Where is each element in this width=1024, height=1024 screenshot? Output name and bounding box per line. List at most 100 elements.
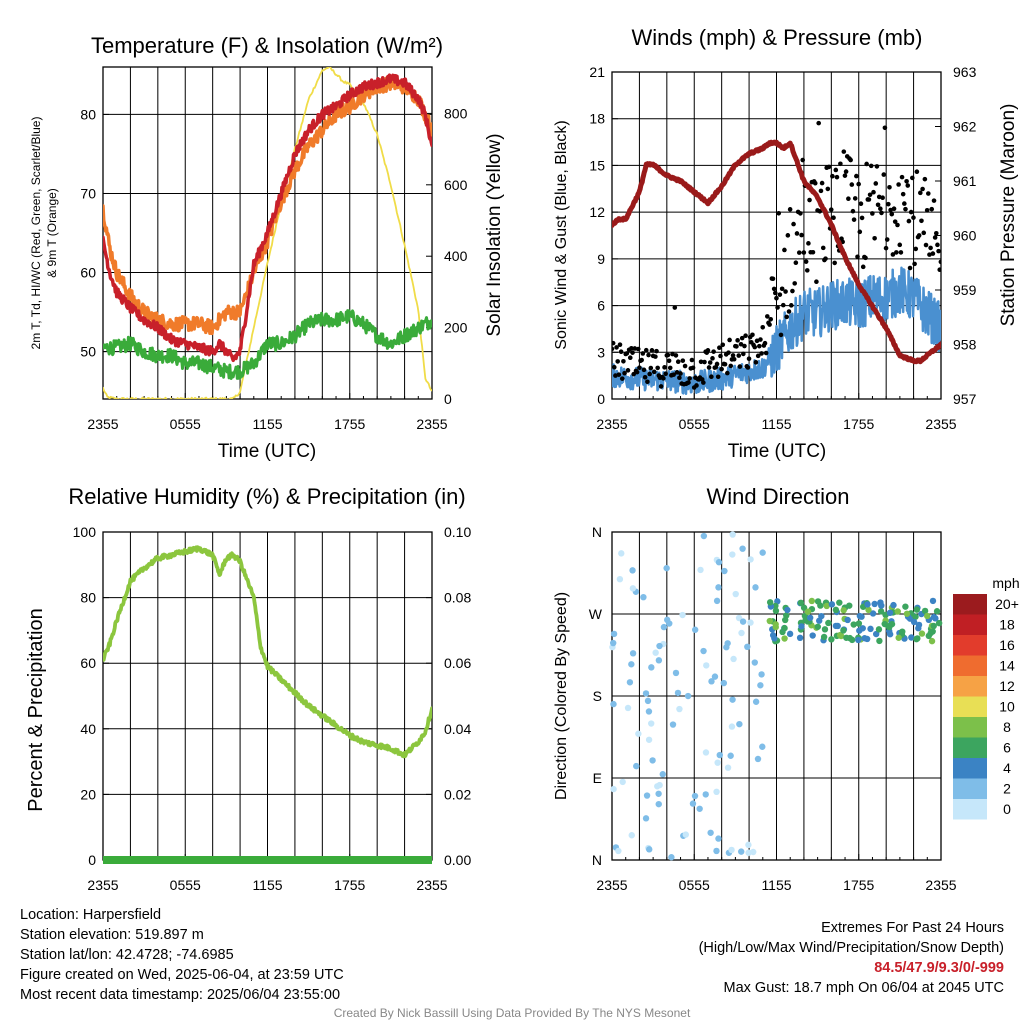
x-tick-label: 1155 bbox=[761, 877, 791, 893]
gust-point bbox=[727, 337, 732, 343]
colorbar-swatch bbox=[953, 799, 987, 820]
gust-point bbox=[843, 169, 849, 174]
gust-point bbox=[707, 360, 713, 365]
direction-point bbox=[832, 606, 840, 614]
gust-point bbox=[849, 182, 855, 187]
direction-point bbox=[715, 584, 722, 591]
gust-point bbox=[879, 210, 884, 216]
colorbar-label: 4 bbox=[1003, 760, 1011, 776]
gust-point bbox=[860, 264, 866, 270]
y2-tick-label: 963 bbox=[953, 64, 977, 80]
colorbar-swatch bbox=[953, 778, 987, 799]
direction-point bbox=[809, 632, 816, 639]
gust-point bbox=[803, 259, 809, 264]
gust-point bbox=[641, 367, 647, 373]
gust-point bbox=[898, 250, 904, 255]
y2-tick-label: 0.08 bbox=[444, 590, 471, 606]
gust-point bbox=[739, 335, 745, 341]
gust-point bbox=[785, 233, 791, 238]
gust-point bbox=[895, 222, 900, 228]
direction-point bbox=[798, 623, 805, 630]
gust-point bbox=[706, 365, 712, 370]
direction-point bbox=[745, 841, 752, 849]
gust-point bbox=[806, 241, 811, 246]
gust-point bbox=[647, 371, 652, 377]
gust-point bbox=[880, 195, 885, 200]
direction-point bbox=[804, 608, 812, 615]
direction-point bbox=[664, 616, 671, 624]
direction-point bbox=[886, 623, 893, 631]
direction-point bbox=[691, 792, 699, 800]
gust-point bbox=[820, 245, 826, 251]
gust-point bbox=[800, 157, 805, 163]
gust-point bbox=[924, 207, 930, 213]
direction-point bbox=[713, 847, 720, 855]
colorbar-label: 12 bbox=[999, 678, 1015, 694]
gust-point bbox=[883, 245, 889, 251]
y-tick-label: 0 bbox=[597, 391, 605, 407]
direction-point bbox=[739, 545, 746, 552]
gust-point bbox=[887, 184, 892, 190]
direction-point bbox=[930, 613, 938, 621]
x-axis-label: Time (UTC) bbox=[728, 441, 827, 462]
direction-point bbox=[908, 634, 915, 641]
x-tick-label: 1155 bbox=[761, 416, 791, 432]
y-tick-label: 3 bbox=[597, 344, 605, 360]
direction-point bbox=[823, 602, 830, 610]
direction-point bbox=[875, 626, 883, 633]
extremes-info: Extremes For Past 24 Hours (High/Low/Max… bbox=[699, 918, 1004, 998]
direction-point bbox=[610, 785, 617, 793]
series-dewpoint bbox=[103, 309, 432, 380]
y-tick-label: 12 bbox=[589, 204, 605, 220]
x-tick-label: 0555 bbox=[170, 877, 201, 893]
gust-point bbox=[858, 201, 864, 206]
direction-point bbox=[895, 634, 902, 641]
gust-point bbox=[640, 351, 646, 356]
direction-point bbox=[855, 636, 862, 644]
colorbar-swatch bbox=[953, 676, 987, 697]
gust-point bbox=[867, 192, 873, 198]
panel-title: Wind Direction bbox=[706, 484, 849, 509]
y-tick-label: 40 bbox=[80, 721, 96, 737]
gust-point bbox=[913, 246, 919, 252]
y-axis-label-left: Sonic Wind & Gust (Blue, Black) bbox=[553, 120, 570, 349]
gust-point bbox=[658, 384, 664, 389]
direction-point bbox=[640, 593, 647, 601]
direction-point bbox=[676, 705, 683, 713]
gust-point bbox=[612, 364, 617, 370]
gust-point bbox=[690, 365, 696, 371]
direction-point bbox=[732, 590, 739, 598]
direction-point bbox=[814, 623, 822, 630]
y-axis-label-right: Station Pressure (Maroon) bbox=[998, 104, 1019, 327]
gust-point bbox=[760, 324, 766, 330]
gust-point bbox=[830, 173, 835, 179]
gust-point bbox=[645, 379, 650, 385]
gust-point bbox=[762, 340, 768, 346]
gust-point bbox=[876, 194, 882, 200]
gust-point bbox=[896, 182, 901, 187]
gust-point bbox=[617, 342, 623, 347]
direction-point bbox=[869, 610, 877, 617]
direction-point bbox=[872, 630, 880, 638]
direction-point bbox=[850, 621, 857, 628]
direction-point bbox=[669, 721, 677, 728]
gust-point bbox=[791, 221, 796, 227]
gust-point bbox=[810, 249, 816, 255]
direction-point bbox=[674, 689, 682, 697]
gust-point bbox=[833, 167, 839, 173]
gust-point bbox=[782, 247, 787, 253]
gust-point bbox=[779, 286, 785, 292]
direction-point bbox=[836, 631, 844, 639]
y-tick-label: 80 bbox=[80, 590, 96, 606]
gust-point bbox=[899, 174, 905, 180]
y2-tick-label: 600 bbox=[444, 177, 468, 193]
direction-point bbox=[800, 604, 808, 611]
direction-point bbox=[786, 630, 794, 638]
direction-point bbox=[703, 662, 710, 669]
colorbar-swatch bbox=[953, 696, 987, 717]
gust-point bbox=[735, 338, 740, 343]
direction-point bbox=[744, 643, 751, 651]
gust-point bbox=[780, 302, 786, 308]
direction-point bbox=[624, 704, 632, 712]
gust-point bbox=[794, 231, 800, 236]
